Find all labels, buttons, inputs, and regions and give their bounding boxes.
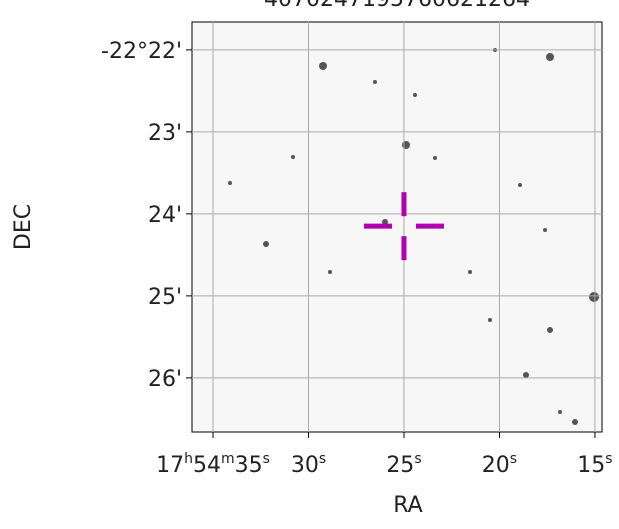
- x-tick-label: 25s: [386, 451, 421, 478]
- y-tick-label: 23': [148, 121, 182, 146]
- x-tick-label: 20s: [482, 451, 517, 478]
- y-tick-label: -22°22': [101, 39, 182, 64]
- x-axis-label: RA: [393, 493, 422, 518]
- x-tick-label: 15s: [577, 451, 612, 478]
- y-axis-label: DEC: [11, 204, 36, 250]
- y-tick-label: 25': [148, 285, 182, 310]
- sky-image: [192, 22, 602, 432]
- x-tick-label: 30s: [291, 451, 326, 478]
- y-tick-label: 26': [148, 367, 182, 392]
- chart: 4070247195760621264 RA DEC 17h54m35s 30s 2…: [0, 0, 619, 525]
- y-tick-label: 24': [148, 203, 182, 228]
- x-tick-label: 17h54m35s: [156, 451, 270, 478]
- chart-title: 4070247195760621264: [264, 0, 530, 12]
